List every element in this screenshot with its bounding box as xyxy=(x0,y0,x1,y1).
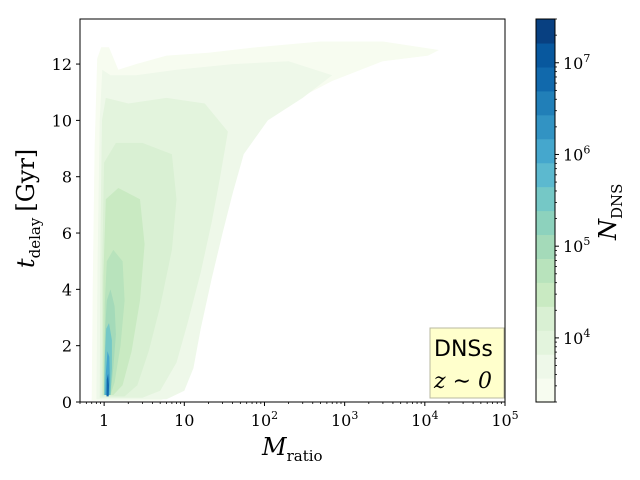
colorbar-band-9 xyxy=(536,162,555,188)
annotation-line2: z ∼ 0 xyxy=(433,369,492,394)
y-tick-label-4: 8 xyxy=(62,168,72,187)
y-tick-label-1: 2 xyxy=(62,337,72,356)
x-axis-ticks: 1 10 102 103 104 105 xyxy=(79,402,519,430)
colorbar-ticks: 104 105 106 107 xyxy=(555,18,590,403)
colorbar-band-3 xyxy=(536,306,555,331)
colorbar-band-12 xyxy=(536,90,555,116)
x-tick-label-1: 10 xyxy=(174,411,194,430)
colorbar-tick-label-3: 107 xyxy=(563,52,590,73)
x-axis-label: Mratio xyxy=(261,433,323,465)
colorbar-band-13 xyxy=(536,66,555,92)
x-tick-label-0: 1 xyxy=(99,411,109,430)
colorbar-label-sub: DNS xyxy=(608,184,626,219)
y-axis-ticks: 0 2 4 6 8 10 12 xyxy=(52,55,80,412)
y-tick-label-6: 12 xyxy=(52,55,72,74)
colorbar-band-4 xyxy=(536,282,555,307)
y-tick-label-2: 4 xyxy=(62,280,72,299)
colorbar-band-2 xyxy=(536,330,555,355)
y-label-sub: delay xyxy=(26,217,44,258)
colorbar-band-1 xyxy=(536,354,555,379)
y-tick-label-5: 10 xyxy=(52,111,72,130)
colorbar-band-11 xyxy=(536,114,555,140)
x-label-sub: ratio xyxy=(287,447,323,465)
colorbar-tick-label-0: 104 xyxy=(563,327,590,348)
annotation-box: DNSs z ∼ 0 xyxy=(429,327,505,399)
x-tick-label-4: 104 xyxy=(411,409,438,430)
colorbar-band-7 xyxy=(536,210,555,236)
colorbar-band-14 xyxy=(536,42,555,68)
y-axis-label: tdelay [Gyr] xyxy=(12,149,44,268)
colorbar-label: NDNS xyxy=(594,184,626,241)
colorbar-tick-label-2: 106 xyxy=(563,143,590,164)
y-label-main: t xyxy=(12,258,40,268)
annotation-line1: DNSs xyxy=(434,337,493,362)
colorbar-band-10 xyxy=(536,138,555,164)
colorbar-tick-label-1: 105 xyxy=(563,235,590,256)
colorbar-band-6 xyxy=(536,234,555,259)
colorbar-band-0 xyxy=(536,378,555,403)
x-tick-label-2: 102 xyxy=(251,409,278,430)
colorbar-band-8 xyxy=(536,186,555,212)
x-tick-label-3: 103 xyxy=(331,409,358,430)
x-tick-label-5: 105 xyxy=(491,409,518,430)
colorbar-frame xyxy=(535,18,556,403)
colorbar-label-main: N xyxy=(594,218,622,241)
colorbar-band-15 xyxy=(536,19,555,44)
density-contours xyxy=(91,41,439,401)
y-tick-label-0: 0 xyxy=(62,393,72,412)
y-tick-label-3: 6 xyxy=(62,224,72,243)
plot-frame xyxy=(79,18,506,403)
y-label-unit: [Gyr] xyxy=(12,149,40,212)
colorbar-band-5 xyxy=(536,258,555,283)
density-level-9 xyxy=(106,373,109,397)
colorbar xyxy=(536,19,555,403)
x-label-main: M xyxy=(261,433,288,461)
